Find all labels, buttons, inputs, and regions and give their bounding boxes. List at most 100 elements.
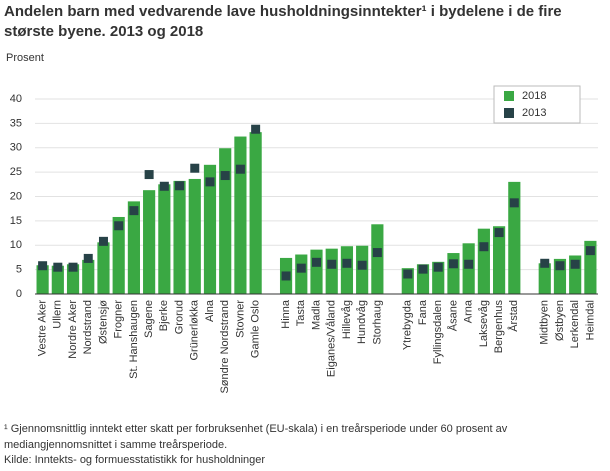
bar	[493, 226, 506, 294]
bar	[36, 265, 49, 294]
bar	[447, 253, 460, 294]
x-tick-label: Bjerke	[158, 300, 170, 331]
marker	[312, 257, 321, 267]
x-tick-label: Østensjø	[97, 300, 109, 344]
marker	[129, 206, 139, 216]
bar	[340, 246, 354, 294]
marker	[357, 260, 367, 270]
marker	[570, 259, 580, 269]
y-tick-label: 30	[10, 142, 22, 154]
x-tick-label: Lerkendal	[569, 300, 581, 348]
x-tick-label: Vestre Aker	[37, 300, 49, 357]
x-tick-label: Storhaug	[371, 300, 383, 345]
legend-label: 2018	[522, 90, 546, 102]
marker	[144, 170, 154, 180]
y-tick-label: 0	[16, 288, 22, 300]
x-tick-label: Bergenhus	[493, 300, 505, 354]
marker	[190, 163, 200, 173]
marker	[418, 264, 428, 274]
x-tick-label: Fyllingsdalen	[432, 300, 444, 364]
x-tick-label: Søndre Nordstrand	[219, 300, 231, 394]
marker	[585, 246, 595, 256]
bar	[51, 265, 64, 294]
marker	[68, 262, 78, 272]
bar	[203, 164, 217, 294]
x-tick-label: Årstad	[507, 300, 520, 332]
bar	[127, 201, 140, 294]
marker	[327, 259, 337, 269]
marker	[494, 228, 504, 238]
bar	[508, 181, 521, 294]
y-tick-label: 5	[16, 264, 22, 276]
bar	[234, 136, 247, 294]
x-tick-label: Åsane	[446, 300, 459, 331]
marker	[464, 259, 474, 269]
x-tick-label: Alna	[204, 299, 216, 322]
chart: Prosent 0 5 10 15 20 25 30 35 40 Vestre Aker Uller…	[6, 52, 598, 394]
x-tick-label: Arna	[463, 299, 475, 323]
x-tick-label: St. Hanshaugen	[128, 300, 140, 379]
marker	[479, 242, 489, 252]
marker	[342, 258, 352, 268]
marker	[159, 181, 169, 191]
bar	[249, 132, 262, 294]
marker	[372, 248, 382, 258]
y-tick-label: 25	[10, 166, 22, 178]
source: Kilde: Inntekts- og formuesstatistikk fo…	[4, 454, 266, 466]
x-tick-label: Nordstrand	[82, 300, 94, 354]
marker	[296, 263, 306, 273]
marker	[114, 221, 124, 231]
x-tick-label: Ullern	[52, 300, 64, 329]
bar	[295, 254, 308, 294]
marker	[205, 177, 215, 187]
bar	[82, 259, 95, 294]
x-tick-label: Østbyen	[554, 300, 566, 341]
marker	[403, 269, 413, 279]
x-tick-label: Gamle Oslo	[250, 300, 262, 358]
x-tick-label: Hundvåg	[356, 300, 368, 344]
legend-swatch	[504, 108, 514, 118]
y-tick-label: 20	[10, 190, 22, 202]
x-tick-label: Madla	[310, 299, 322, 330]
x-tick-label: Grünerløkka	[189, 299, 201, 360]
x-tick-label: Hinna	[280, 299, 292, 329]
bar	[112, 216, 125, 294]
marker	[53, 262, 63, 272]
x-tick-label: Heimdal	[584, 300, 596, 340]
marker	[448, 259, 458, 269]
footnote: ¹ Gjennomsnittlig inntekt etter skatt pe…	[4, 423, 508, 451]
x-tick-label: Eiganes/Våland	[326, 300, 338, 377]
bar	[538, 263, 551, 294]
marker	[83, 253, 93, 263]
y-tick-label: 15	[10, 215, 22, 227]
x-tick-label: Stovner	[234, 300, 246, 338]
bar	[356, 245, 369, 294]
y-axis-label: Prosent	[6, 52, 44, 64]
bar	[371, 224, 384, 294]
bar	[188, 178, 201, 294]
x-tick-label: Nordre Aker	[67, 300, 79, 359]
y-tick-label: 35	[10, 117, 22, 129]
marker	[281, 271, 291, 281]
chart-title: Andelen barn med vedvarende lave hushold…	[4, 3, 562, 40]
marker	[235, 164, 245, 174]
marker	[175, 181, 185, 191]
x-tick-label: Midtbyen	[539, 300, 551, 345]
bar	[173, 180, 186, 294]
x-tick-label: Laksevåg	[478, 300, 490, 347]
bar	[66, 264, 80, 294]
marker	[98, 236, 108, 246]
x-tick-label: Sagene	[143, 300, 155, 338]
legend-label: 2013	[522, 107, 546, 119]
bar	[477, 228, 490, 294]
marker	[433, 262, 443, 272]
bar	[143, 190, 156, 294]
marker	[509, 198, 519, 208]
x-tick-label: Frogner	[113, 300, 125, 339]
x-tick-label: Grorud	[173, 300, 185, 334]
marker	[251, 124, 261, 134]
x-tick-label: Fana	[417, 299, 429, 325]
bar	[158, 184, 171, 294]
legend-swatch	[504, 91, 514, 101]
